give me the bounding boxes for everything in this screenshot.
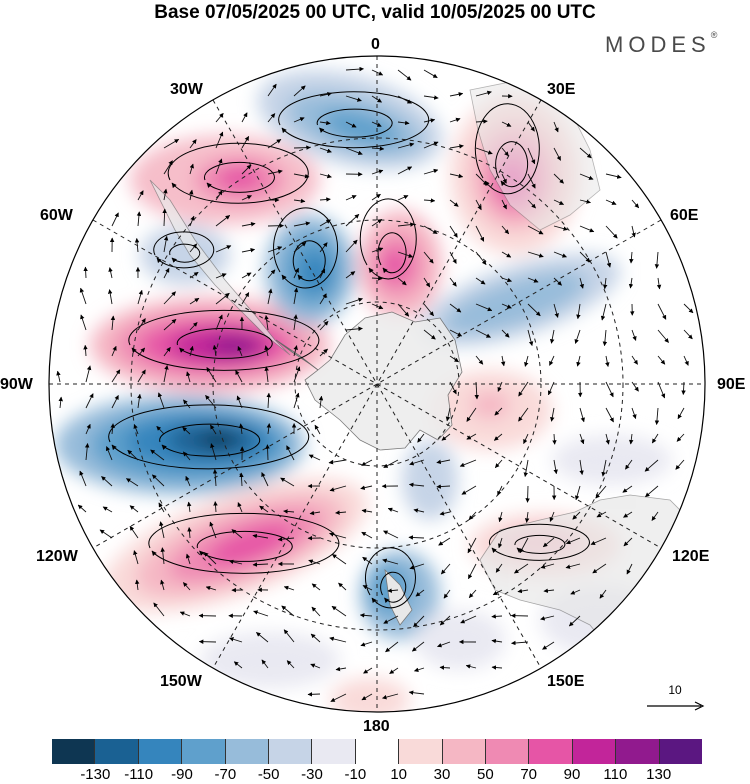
colorbar-tick-label: 30 — [434, 766, 451, 783]
colorbar-tick-label: -90 — [171, 766, 193, 783]
longitude-label-120e: 120E — [672, 548, 709, 566]
longitude-label-30w: 30W — [170, 81, 203, 99]
modes-logo-text: MODES — [605, 32, 711, 57]
longitude-label-60e: 60E — [670, 207, 698, 225]
colorbar-swatch — [226, 739, 269, 764]
colorbar-swatch — [95, 739, 138, 764]
modes-logo: MODES® — [605, 32, 717, 58]
colorbar-tick-label: 90 — [564, 766, 581, 783]
colorbar-swatch — [182, 739, 225, 764]
longitude-label-150e: 150E — [547, 673, 584, 691]
colorbar-swatch — [139, 739, 182, 764]
colorbar-swatch — [660, 739, 702, 764]
colorbar-tick-label: 110 — [603, 766, 627, 783]
longitude-label-90w: 90W — [0, 376, 33, 394]
wind-vector-arrow — [308, 694, 320, 695]
colorbar-tick-label: 70 — [520, 766, 537, 783]
colorbar — [52, 739, 702, 764]
wind-vector-arrow — [294, 148, 310, 149]
colorbar-swatch — [486, 739, 529, 764]
colorbar-swatch — [399, 739, 442, 764]
colorbar-swatch — [52, 739, 95, 764]
colorbar-swatch — [529, 739, 572, 764]
colorbar-swatch — [616, 739, 659, 764]
longitude-label-90e: 90E — [717, 376, 745, 394]
map-title: Base 07/05/2025 00 UTC, valid 10/05/2025… — [0, 0, 750, 26]
colorbar-tick-label: -110 — [124, 766, 153, 783]
longitude-label-150w: 150W — [160, 673, 202, 691]
colorbar-tick-label: -30 — [301, 766, 323, 783]
longitude-label-120w: 120W — [36, 548, 78, 566]
colorbar-tick-label: -70 — [214, 766, 236, 783]
longitude-label-0: 0 — [371, 36, 380, 54]
colorbar-tick-label: -50 — [258, 766, 280, 783]
wind-vector-arrow — [267, 445, 268, 460]
reference-arrow-icon — [645, 697, 705, 711]
wind-vector-arrow — [85, 267, 86, 278]
reference-vector-label: 10 — [645, 683, 705, 697]
reference-vector: 10 — [645, 683, 705, 711]
longitude-label-60w: 60W — [40, 207, 73, 225]
longitude-label-180: 180 — [363, 718, 390, 736]
colorbar-tick-label: 10 — [390, 766, 407, 783]
colorbar-tick-label: 130 — [646, 766, 671, 783]
colorbar-ticks: -130 -110 -90 -70 -50 -30 -10 10 30 50 70 90 110 130 — [52, 764, 702, 784]
colorbar-swatch — [312, 739, 355, 764]
colorbar-swatch — [269, 739, 312, 764]
registered-mark: ® — [711, 30, 718, 40]
colorbar-tick-label: 50 — [477, 766, 494, 783]
polar-stereographic-map — [0, 0, 750, 740]
negative-anomaly — [402, 440, 458, 520]
colorbar-swatch — [443, 739, 486, 764]
colorbar-tick-label: -130 — [80, 766, 110, 783]
colorbar-swatch — [573, 739, 616, 764]
wind-vector-arrow — [528, 486, 529, 502]
longitude-label-30e: 30E — [547, 81, 575, 99]
colorbar-tick-label: -10 — [344, 766, 366, 783]
positive-anomaly — [330, 678, 410, 722]
colorbar-swatch — [356, 739, 399, 764]
